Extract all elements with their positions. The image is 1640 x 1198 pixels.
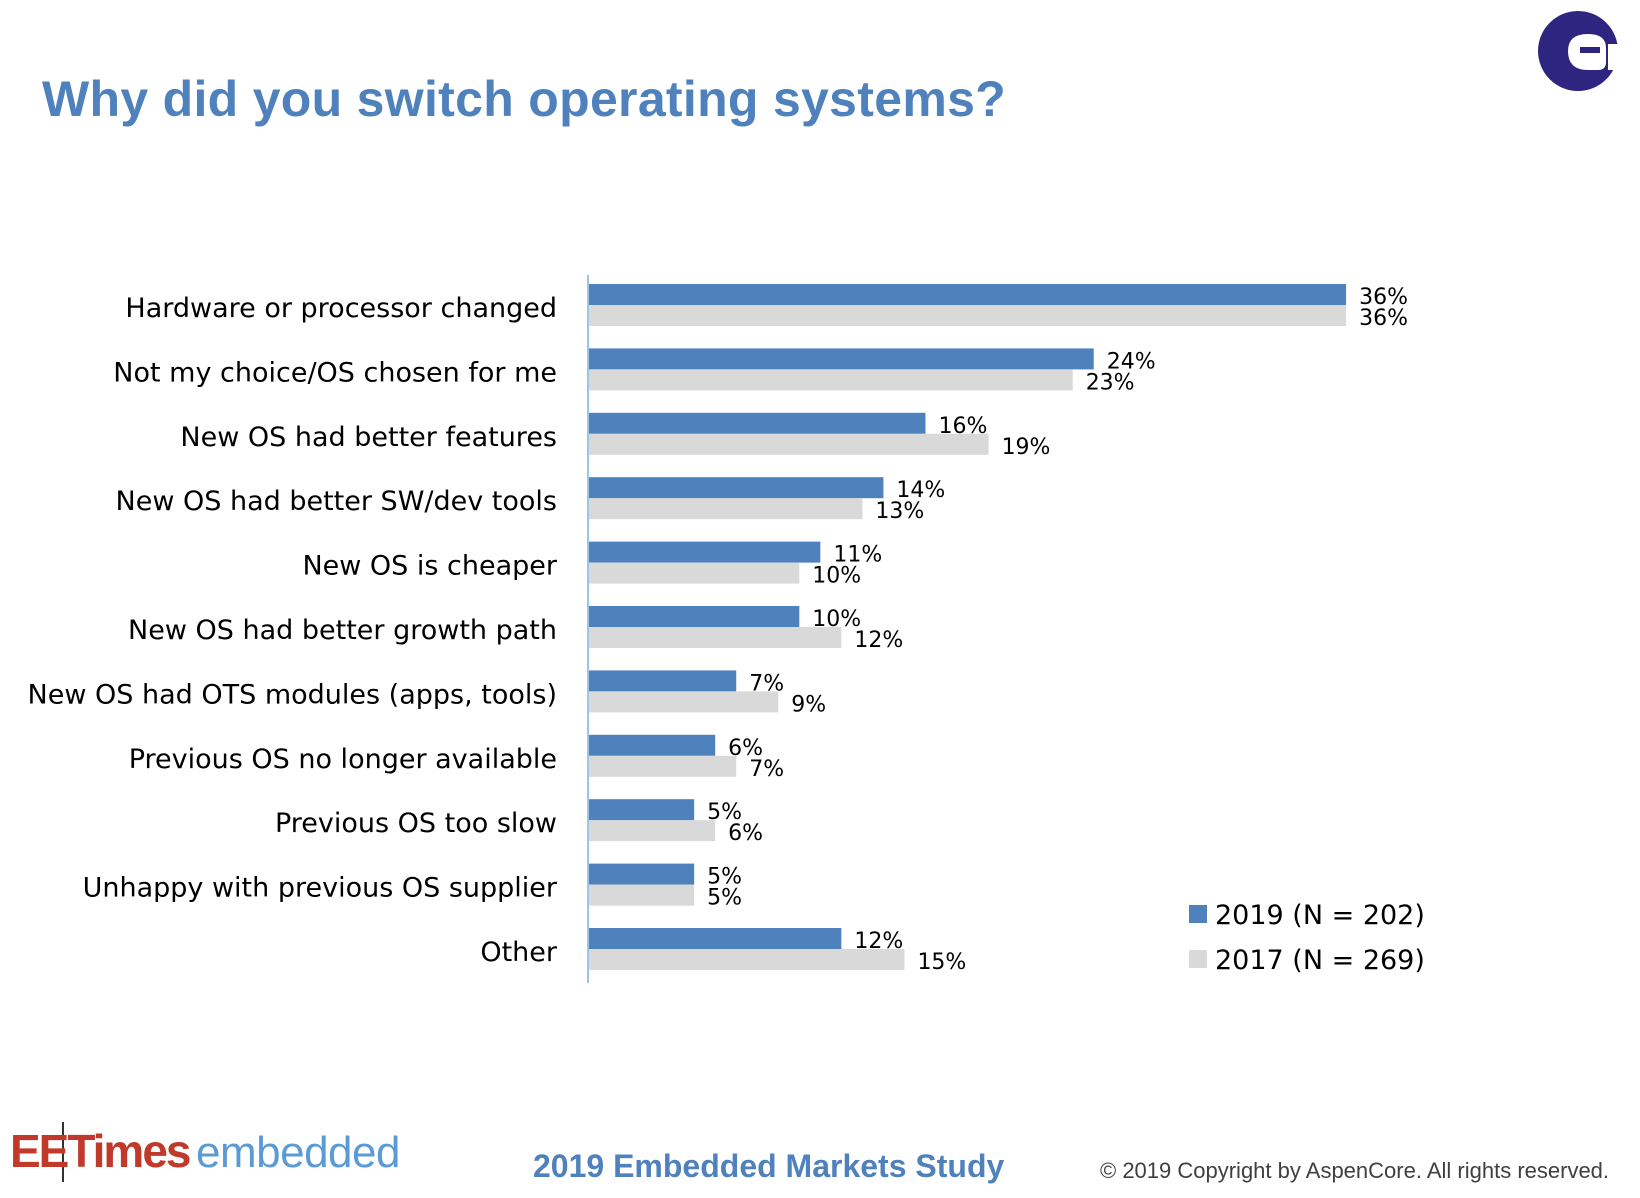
bar-2017 bbox=[589, 820, 716, 842]
bar-2019 bbox=[589, 348, 1094, 370]
data-label: 5% bbox=[707, 886, 742, 911]
data-label: 5% bbox=[707, 865, 742, 890]
bar-2017 bbox=[589, 627, 842, 648]
bar-2017 bbox=[589, 369, 1073, 391]
bar-2019 bbox=[589, 928, 842, 949]
category-label: New OS is cheaper bbox=[302, 551, 557, 582]
data-label: 36% bbox=[1359, 306, 1408, 331]
bar-2019 bbox=[589, 477, 884, 499]
data-label: 11% bbox=[833, 543, 882, 568]
category-label: Hardware or processor changed bbox=[125, 293, 557, 324]
study-title: 2019 Embedded Markets Study bbox=[533, 1148, 1005, 1184]
category-label: Unhappy with previous OS supplier bbox=[83, 873, 558, 904]
legend-label: 2019 (N = 202) bbox=[1215, 900, 1425, 931]
bar-2017 bbox=[589, 884, 695, 906]
category-label: Other bbox=[480, 937, 558, 968]
data-label: 7% bbox=[749, 757, 784, 782]
data-label: 10% bbox=[812, 564, 861, 589]
bar-2019 bbox=[589, 284, 1347, 305]
data-label: 19% bbox=[1002, 435, 1051, 460]
legend-label: 2017 (N = 269) bbox=[1215, 945, 1425, 976]
bar-2017 bbox=[589, 949, 905, 970]
bar-2017 bbox=[589, 305, 1347, 326]
data-label: 15% bbox=[917, 950, 966, 975]
page-title: Why did you switch operating systems? bbox=[42, 71, 1007, 127]
brand-divider bbox=[62, 1122, 64, 1182]
bar-2019 bbox=[589, 412, 926, 434]
category-label: New OS had better features bbox=[180, 422, 557, 453]
data-label: 36% bbox=[1359, 285, 1408, 310]
bar-2019 bbox=[589, 734, 716, 756]
bar-2019 bbox=[589, 541, 821, 563]
bar-2017 bbox=[589, 433, 989, 455]
category-label: New OS had OTS modules (apps, tools) bbox=[28, 679, 557, 710]
copyright-text: © 2019 Copyright by AspenCore. All right… bbox=[1100, 1158, 1610, 1183]
data-label: 24% bbox=[1107, 349, 1156, 374]
bar-2019 bbox=[589, 863, 695, 885]
data-label: 12% bbox=[854, 628, 903, 653]
data-label: 9% bbox=[791, 692, 826, 717]
category-label: New OS had better SW/dev tools bbox=[116, 486, 557, 517]
aspencore-logo-icon bbox=[1528, 8, 1630, 98]
category-label: Previous OS too slow bbox=[275, 808, 557, 839]
data-label: 13% bbox=[875, 499, 924, 524]
bar-2017 bbox=[589, 562, 800, 584]
bar-2019 bbox=[589, 606, 800, 627]
category-label: New OS had better growth path bbox=[128, 615, 557, 646]
category-label: Not my choice/OS chosen for me bbox=[113, 357, 557, 388]
data-label: 6% bbox=[728, 821, 763, 846]
data-label: 14% bbox=[896, 478, 945, 503]
eetimes-logo: EETimes bbox=[10, 1125, 191, 1177]
embedded-logo: embedded bbox=[196, 1128, 400, 1177]
legend-swatch bbox=[1189, 905, 1207, 923]
bar-2017 bbox=[589, 691, 779, 713]
bar-2017 bbox=[589, 755, 737, 777]
bar-2017 bbox=[589, 498, 863, 520]
bar-2019 bbox=[589, 799, 695, 821]
legend-swatch bbox=[1189, 950, 1207, 968]
category-label: Previous OS no longer available bbox=[129, 744, 557, 775]
data-label: 23% bbox=[1086, 370, 1135, 395]
bar-2019 bbox=[589, 670, 737, 692]
